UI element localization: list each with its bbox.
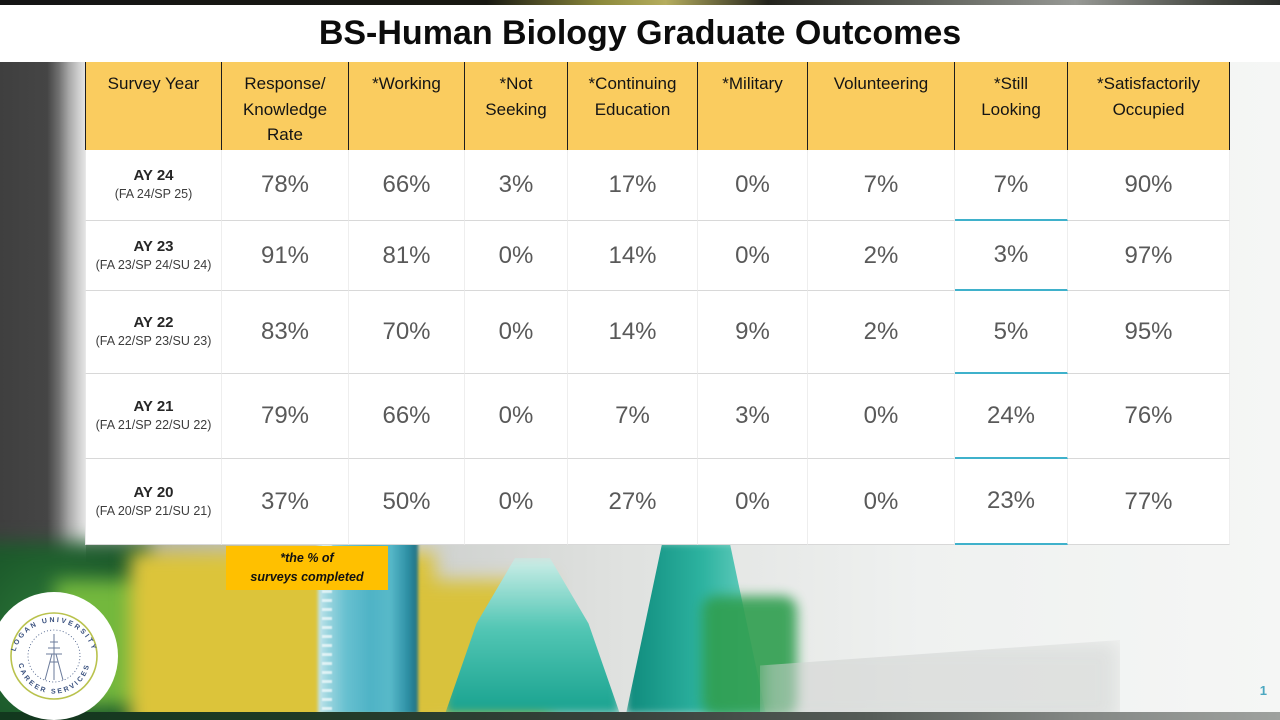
row-header-cell: AY 23 (FA 23/SP 24/SU 24) — [85, 221, 222, 291]
footnote-line1: *the % of — [280, 550, 334, 565]
year-label: AY 24 — [133, 167, 174, 185]
data-cell: 0% — [465, 291, 568, 374]
year-terms: (FA 23/SP 24/SU 24) — [95, 257, 212, 272]
data-cell: 66% — [349, 150, 465, 221]
page-title: BS-Human Biology Graduate Outcomes — [318, 14, 962, 52]
header-cell: *Not Seeking — [465, 62, 568, 150]
data-cell: 27% — [568, 459, 698, 545]
data-cell: 0% — [808, 374, 955, 459]
header-cell: *Military — [698, 62, 808, 150]
year-terms: (FA 24/SP 25) — [114, 187, 193, 202]
year-terms: (FA 21/SP 22/SU 22) — [95, 418, 212, 433]
data-cell: 23% — [955, 459, 1068, 545]
data-cell: 83% — [222, 291, 349, 374]
data-cell: 79% — [222, 374, 349, 459]
data-cell: 97% — [1068, 221, 1230, 291]
data-cell: 24% — [955, 374, 1068, 459]
data-cell: 2% — [808, 291, 955, 374]
year-label: AY 21 — [133, 398, 174, 416]
row-header-cell: AY 20 (FA 20/SP 21/SU 21) — [85, 459, 222, 545]
row-header-cell: AY 21 (FA 21/SP 22/SU 22) — [85, 374, 222, 459]
data-cell: 70% — [349, 291, 465, 374]
title-band: BS-Human Biology Graduate Outcomes — [0, 5, 1280, 62]
data-cell: 3% — [698, 374, 808, 459]
data-cell: 3% — [955, 221, 1068, 291]
photo-top-strip — [0, 0, 1280, 6]
data-cell: 0% — [465, 459, 568, 545]
data-cell: 77% — [1068, 459, 1230, 545]
data-cell: 7% — [808, 150, 955, 221]
data-cell: 14% — [568, 291, 698, 374]
header-cell: *Still Looking — [955, 62, 1068, 150]
data-cell: 95% — [1068, 291, 1230, 374]
footnote-box: *the % of surveys completed — [226, 546, 388, 590]
data-cell: 81% — [349, 221, 465, 291]
data-cell: 66% — [349, 374, 465, 459]
year-label: AY 22 — [133, 314, 174, 332]
data-cell: 0% — [808, 459, 955, 545]
header-cell: Response/ Knowledge Rate — [222, 62, 349, 150]
year-terms: (FA 20/SP 21/SU 21) — [95, 503, 212, 518]
data-cell: 76% — [1068, 374, 1230, 459]
data-cell: 7% — [955, 150, 1068, 221]
data-cell: 3% — [465, 150, 568, 221]
logo-tower-icon — [44, 634, 64, 681]
data-cell: 17% — [568, 150, 698, 221]
header-cell: Volunteering — [808, 62, 955, 150]
data-cell: 0% — [698, 150, 808, 221]
data-cell: 0% — [698, 459, 808, 545]
footnote-line2: surveys completed — [250, 570, 364, 584]
data-cell: 78% — [222, 150, 349, 221]
photo-bottom-strip — [0, 712, 1280, 720]
year-terms: (FA 22/SP 23/SU 23) — [95, 334, 212, 349]
header-cell: Survey Year — [85, 62, 222, 150]
row-header-cell: AY 22 (FA 22/SP 23/SU 23) — [85, 291, 222, 374]
data-cell: 0% — [465, 221, 568, 291]
header-cell: *Working — [349, 62, 465, 150]
data-cell: 7% — [568, 374, 698, 459]
page-number: 1 — [1259, 683, 1267, 698]
data-cell: 9% — [698, 291, 808, 374]
outcomes-table: Survey Year Response/ Knowledge Rate *Work… — [85, 62, 1230, 545]
row-header-cell: AY 24 (FA 24/SP 25) — [85, 150, 222, 221]
photo-cylinder-ticks — [322, 545, 332, 710]
university-seal-logo: LOGAN UNIVERSITY CAREER SERVICES — [0, 592, 118, 720]
year-label: AY 20 — [133, 483, 174, 501]
data-cell: 90% — [1068, 150, 1230, 221]
data-cell: 14% — [568, 221, 698, 291]
data-cell: 37% — [222, 459, 349, 545]
data-cell: 2% — [808, 221, 955, 291]
data-cell: 0% — [698, 221, 808, 291]
data-cell: 50% — [349, 459, 465, 545]
header-cell: *Continuing Education — [568, 62, 698, 150]
header-cell: *Satisfactorily Occupied — [1068, 62, 1230, 150]
data-cell: 91% — [222, 221, 349, 291]
year-label: AY 23 — [133, 237, 174, 255]
data-cell: 0% — [465, 374, 568, 459]
data-cell: 5% — [955, 291, 1068, 374]
